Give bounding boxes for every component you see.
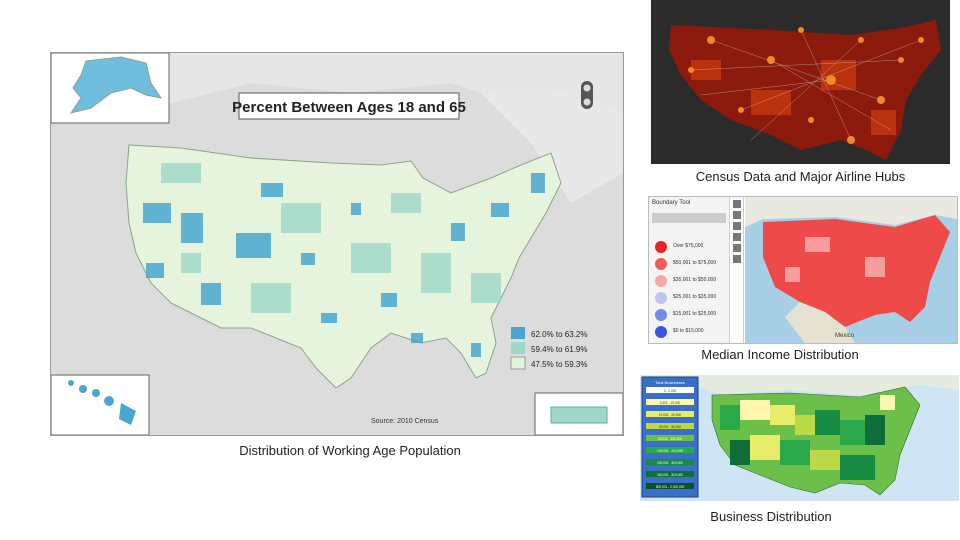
working-age-map: Percent Between Ages 18 and 65 62.0% to …	[50, 52, 624, 436]
business-label-1: 0 - 2,000	[664, 389, 677, 393]
business-label-2: 2,001 - 10,000	[660, 401, 681, 405]
income-swatch-4	[655, 292, 667, 304]
business-swatch-1	[646, 387, 694, 393]
income-label-3: $35,001 to $50,000	[673, 277, 717, 283]
county-patches-mid	[161, 163, 501, 313]
income-label-5: $15,001 to $25,000	[673, 311, 717, 317]
business-distribution-map: Total Businesses 0 - 2,000 2,001 - 10,00…	[640, 375, 959, 501]
map-title: Percent Between Ages 18 and 65	[232, 99, 466, 116]
business-label-6: 100,001 - 200,000	[657, 449, 683, 453]
business-swatch-6	[646, 447, 694, 453]
map-legend: 62.0% to 63.2% 59.4% to 61.9% 47.5% to 5…	[510, 327, 587, 370]
business-label-4: 25,001 - 50,000	[659, 425, 682, 429]
income-map-caption: Median Income Distribution	[701, 347, 859, 362]
tool-icon-1[interactable]	[733, 200, 741, 208]
income-label-2: $50,001 to $75,000	[673, 260, 717, 266]
main-map-caption: Distribution of Working Age Population	[239, 443, 461, 458]
business-swatch-4	[646, 423, 694, 429]
income-swatch-3	[655, 275, 667, 287]
business-swatch-7	[646, 459, 694, 465]
layer-bar[interactable]	[652, 213, 726, 223]
mexico-label: Mexico	[835, 333, 855, 339]
business-swatch-9	[646, 483, 694, 489]
legend-label-2: 59.4% to 61.9%	[531, 345, 587, 354]
income-label-4: $25,001 to $35,000	[673, 294, 717, 300]
hub-markers	[688, 27, 924, 144]
income-swatch-2	[655, 258, 667, 270]
business-swatch-3	[646, 411, 694, 417]
legend-label-3: 47.5% to 59.3%	[531, 360, 587, 369]
business-label-5: 50,001 - 100,000	[658, 437, 682, 441]
airline-map-caption: Census Data and Major Airline Hubs	[695, 169, 906, 184]
airline-hubs-map	[651, 0, 950, 164]
map-toolbar	[731, 197, 744, 343]
income-swatch-6	[655, 326, 667, 338]
tool-icon-4[interactable]	[733, 233, 741, 241]
alaska-shape	[69, 56, 163, 114]
tool-icon-2[interactable]	[733, 211, 741, 219]
median-income-map: Boundary Tool Over $75,000 $50,001 to $7…	[648, 196, 958, 344]
tool-icon-6[interactable]	[733, 255, 741, 263]
income-label-6: $0 to $15,000	[673, 328, 704, 334]
business-map-caption: Business Distribution	[710, 509, 832, 524]
business-label-7: 200,001 - 300,000	[657, 461, 683, 465]
source-note: Source: 2010 Census	[371, 418, 439, 425]
legend-swatch-2	[511, 342, 525, 354]
business-label-3: 10,001 - 25,000	[659, 413, 682, 417]
state-fills	[720, 395, 895, 480]
boundary-tool-sidebar: Boundary Tool Over $75,000 $50,001 to $7…	[649, 197, 730, 343]
county-patches	[143, 173, 545, 357]
legend-swatch-3	[510, 356, 526, 370]
income-label-1: Over $75,000	[673, 243, 704, 249]
income-swatch-1	[655, 241, 667, 253]
puerto-rico-shape	[550, 406, 608, 424]
us-mainland-shape	[125, 144, 562, 389]
business-label-8: 300,001 - 500,000	[657, 473, 683, 477]
business-swatch-5	[646, 435, 694, 441]
business-label-9: 500,001 - 2,000,000	[656, 485, 685, 489]
boundary-tool-title: Boundary Tool	[652, 200, 691, 206]
business-legend-title: Total Businesses	[655, 380, 685, 385]
tool-icon-3[interactable]	[733, 222, 741, 230]
legend-label-1: 62.0% to 63.2%	[531, 330, 587, 339]
tool-icon-5[interactable]	[733, 244, 741, 252]
business-swatch-2	[646, 399, 694, 405]
income-swatch-5	[655, 309, 667, 321]
hawaii-shape	[68, 380, 136, 425]
legend-swatch-1	[511, 327, 525, 339]
business-swatch-8	[646, 471, 694, 477]
